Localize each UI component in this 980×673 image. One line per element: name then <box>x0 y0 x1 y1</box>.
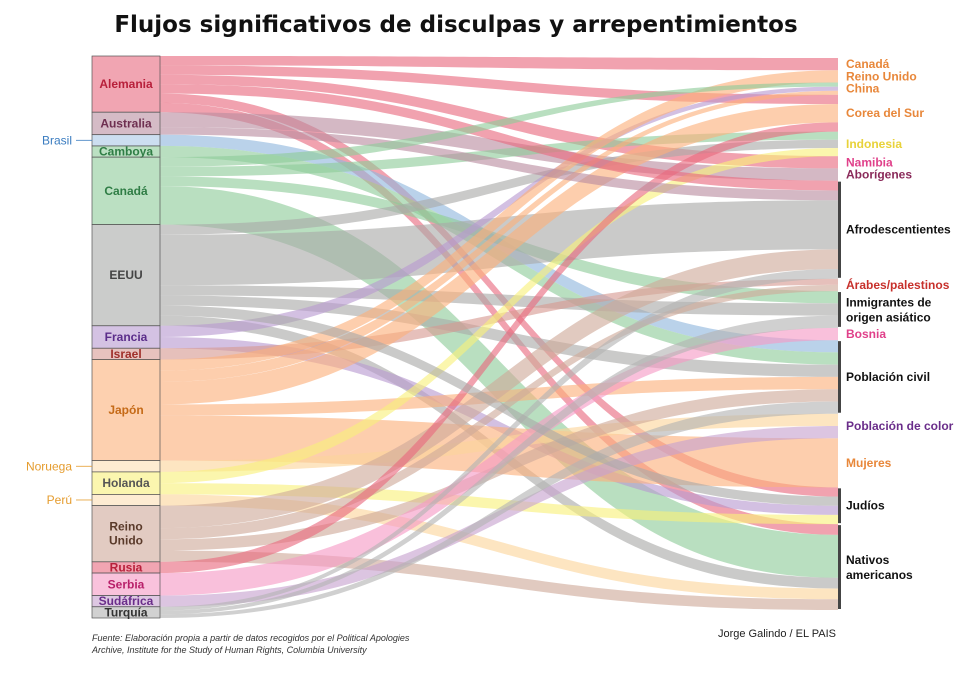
source-note-line2: Archive, Institute for the Study of Huma… <box>91 645 367 655</box>
target-label-canada: Canadá <box>846 57 890 71</box>
source-label-australia: Australia <box>100 116 152 130</box>
target-label-corea-del-sur: Corea del Sur <box>846 106 924 120</box>
target-label-indonesia: Indonesia <box>846 137 902 151</box>
target-label-judios: Judíos <box>846 499 885 513</box>
target-bar-judios <box>838 488 841 524</box>
chart-title: Flujos significativos de disculpas y arr… <box>114 12 797 38</box>
target-label-mujeres: Mujeres <box>846 456 892 470</box>
source-label-rusia: Rusia <box>110 560 143 574</box>
target-bar-inmigrantes-de-origen-asiatico <box>838 292 841 327</box>
source-label-noruega: Noruega <box>26 459 72 473</box>
flow-reino-unido-to-afrodescentientes <box>160 249 838 529</box>
flow-sudafrica-to-poblacion-de-color <box>160 426 838 607</box>
target-label-poblacion-de-color: Población de color <box>846 419 954 433</box>
source-label-camboya: Camboya <box>99 145 153 159</box>
flow-canada-to-china <box>160 82 838 167</box>
flow-eeuu-to-judios <box>160 305 838 506</box>
flow-alemania-to-afrodescentientes <box>160 84 838 191</box>
flow-eeuu-to-indonesia <box>160 139 838 235</box>
target-label-aborigenes: Aborígenes <box>846 168 912 182</box>
flow-turquia-to-poblacion-civil <box>160 401 838 618</box>
source-label-serbia: Serbia <box>108 577 145 591</box>
target-label-afrodescentientes: Afrodescentientes <box>846 223 951 237</box>
source-label-reino-unido: Reino Unido <box>109 520 143 548</box>
target-label-poblacion-civil: Población civil <box>846 370 930 384</box>
target-label-inmigrantes-de-origen-asiatico: Inmigrantes de origen asiático <box>846 295 932 324</box>
target-label-reino-unido: Reino Unido <box>846 69 917 83</box>
source-label-brasil: Brasil <box>42 133 72 147</box>
source-label-eeuu: EEUU <box>109 268 142 282</box>
flows-layer <box>160 56 838 618</box>
target-label-bosnia: Bosnia <box>846 327 886 341</box>
flow-rusia-to-corea-del-sur <box>160 122 838 574</box>
flow-japon-to-china <box>160 90 838 382</box>
target-label-arabes-palestinos: Árabes/palestinos <box>846 277 950 292</box>
source-node-noruega <box>91 460 161 473</box>
flow-japon-to-corea-del-sur <box>160 104 838 405</box>
flow-australia-to-afrodescentientes <box>160 127 838 201</box>
flow-francia-to-china <box>160 86 838 337</box>
flow-eeuu-to-poblacion-civil <box>160 295 838 377</box>
target-bar-afrodescentientes <box>838 181 841 278</box>
source-node-alemania <box>91 55 161 113</box>
flow-alemania-to-canada <box>160 56 838 71</box>
flow-japon-to-reino-unido <box>160 70 838 371</box>
target-label-nativos-americanos: Nativos americanos <box>846 553 913 582</box>
flow-australia-to-aborigenes <box>160 112 838 181</box>
source-label-sudafrica: Sudáfrica <box>99 594 154 608</box>
source-node-japon <box>91 359 161 461</box>
target-bar-nativos-americanos <box>838 525 841 609</box>
source-node-eeuu <box>91 224 161 327</box>
target-bar-poblacion-civil <box>838 341 841 413</box>
source-nodes: Alemania Australia Brasil Camboya Canadá EEUU… <box>26 55 161 619</box>
flow-francia-to-judios <box>160 337 838 515</box>
source-label-francia: Francia <box>105 330 148 344</box>
source-node-turquia <box>91 606 161 619</box>
source-note-line1: Fuente: Elaboración propia a partir de d… <box>92 633 410 643</box>
flow-peru-to-nativos-americanos <box>160 494 838 600</box>
flow-turquia-to-afrodescentientes <box>160 268 838 611</box>
source-node-canada <box>91 156 161 225</box>
flow-eeuu-to-afrodescentientes <box>160 200 838 286</box>
source-label-holanda: Holanda <box>102 476 150 490</box>
author-credit: Jorge Galindo / EL PAIS <box>718 628 836 640</box>
source-label-peru: Perú <box>47 493 72 507</box>
source-label-israel: Israel <box>110 347 141 361</box>
flow-serbia-to-bosnia <box>160 327 838 596</box>
source-node-peru <box>91 494 161 506</box>
source-label-alemania: Alemania <box>99 77 153 91</box>
source-label-turquia: Turquía <box>104 605 147 619</box>
flow-holanda-to-indonesia <box>160 147 838 484</box>
flow-reino-unido-to-arabes-palestinos <box>160 284 838 540</box>
target-label-china: China <box>846 82 880 96</box>
source-label-japon: Japón <box>108 403 143 417</box>
flow-turquia-to-inmigrantes-de-origen-asiatico <box>160 315 838 615</box>
source-label-canada: Canadá <box>104 184 148 198</box>
target-label-namibia: Namibia <box>846 155 893 169</box>
